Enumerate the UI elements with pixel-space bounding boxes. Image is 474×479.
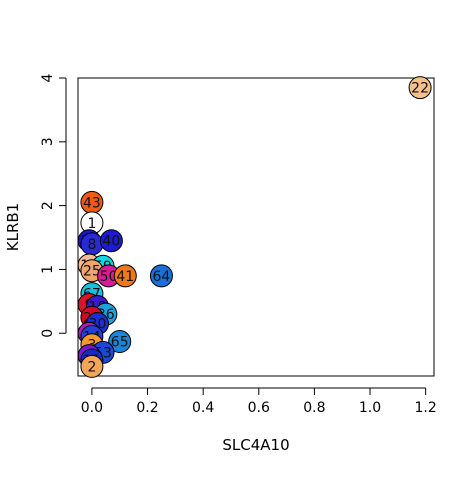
point-label: 40 [102, 234, 120, 250]
point-label: 22 [411, 81, 429, 97]
x-tick-label: 1.2 [415, 400, 437, 416]
plot-box [77, 77, 435, 377]
point-marker [108, 330, 132, 354]
data-point: 22 [408, 76, 432, 100]
point-label: 65 [111, 335, 129, 351]
point-label: 50 [100, 269, 118, 285]
data-point: 2 [80, 354, 104, 378]
y-tick-label: 3 [40, 137, 56, 146]
data-point: 64 [149, 264, 173, 288]
y-tick-label: 4 [40, 73, 56, 82]
data-point: 40 [99, 229, 123, 253]
x-tick-label: 0.2 [136, 400, 158, 416]
point-label: 25 [83, 264, 101, 280]
x-axis-label: SLC4A10 [222, 436, 289, 454]
y-axis-label: KLRB1 [4, 203, 22, 251]
point-label: 41 [116, 269, 134, 285]
point-marker [80, 354, 104, 378]
point-label: 64 [153, 269, 171, 285]
data-point: 50 [97, 264, 121, 288]
y-tick-label: 0 [40, 329, 56, 338]
point-label: 8 [87, 237, 96, 253]
x-axis: 0.0 0.2 0.4 0.6 0.8 1.0 1.2 [81, 387, 437, 416]
data-point: 43 [80, 190, 104, 214]
x-tick-label: 0.0 [81, 400, 103, 416]
x-tick-label: 0.8 [303, 400, 325, 416]
point-label: 2 [87, 359, 96, 375]
point-label: 1 [87, 216, 96, 232]
data-points: 2243133840125925504164679183621307146535… [77, 76, 432, 378]
y-axis: 0 1 2 3 4 [40, 73, 67, 338]
point-marker [149, 264, 173, 288]
x-tick-label: 0.6 [248, 400, 270, 416]
point-marker [408, 76, 432, 100]
point-marker [99, 229, 123, 253]
y-tick-label: 1 [40, 265, 56, 274]
data-point: 8 [80, 232, 104, 256]
x-tick-label: 1.0 [359, 400, 381, 416]
data-point: 41 [113, 264, 137, 288]
y-tick-label: 2 [40, 201, 56, 210]
point-label: 43 [83, 195, 101, 211]
point-marker [113, 264, 137, 288]
x-tick-label: 0.4 [192, 400, 214, 416]
data-point: 65 [108, 330, 132, 354]
